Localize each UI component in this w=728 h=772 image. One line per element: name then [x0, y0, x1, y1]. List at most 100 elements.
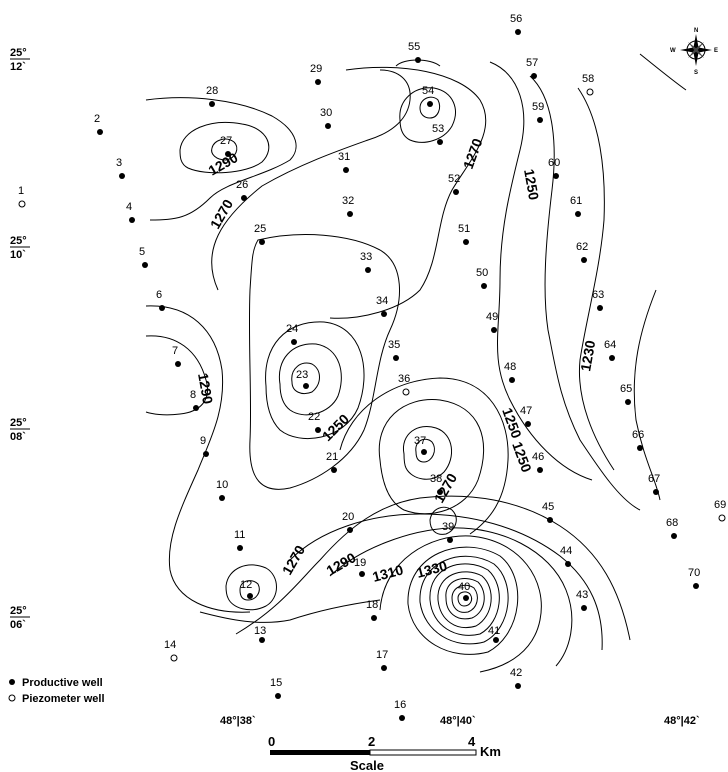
lat-label-08: 25° 08`	[10, 417, 30, 443]
productive-well-marker	[303, 383, 309, 389]
productive-well-marker	[537, 117, 543, 123]
productive-well-marker	[437, 489, 443, 495]
well-label: 23	[296, 369, 308, 381]
well-57: 57	[526, 57, 538, 79]
contour-1280-west	[145, 305, 251, 613]
productive-well-marker	[347, 211, 353, 217]
productive-well-marker	[453, 189, 459, 195]
productive-well-marker	[609, 355, 615, 361]
well-label: 61	[570, 195, 582, 207]
well-label: 67	[648, 473, 660, 485]
productive-well-marker	[237, 545, 243, 551]
productive-well-marker	[365, 267, 371, 273]
productive-well-marker	[209, 101, 215, 107]
productive-well-marker	[531, 73, 537, 79]
well-label: 31	[338, 151, 350, 163]
contour-27-inner	[211, 138, 238, 161]
lat-deg: 25°	[10, 417, 27, 429]
well-label: 35	[388, 339, 400, 351]
well-label: 13	[254, 625, 266, 637]
well-45: 45	[542, 501, 554, 523]
scale-tick-2: 2	[368, 734, 375, 749]
contour-12-outer	[225, 564, 277, 611]
well-label: 21	[326, 451, 338, 463]
productive-well-marker	[399, 715, 405, 721]
piezometer-well-marker	[402, 388, 410, 396]
well-label: 55	[408, 41, 420, 53]
well-label: 62	[576, 241, 588, 253]
contour-1250-central	[248, 234, 400, 490]
productive-well-marker	[219, 495, 225, 501]
well-41: 41	[488, 625, 500, 643]
productive-well-marker	[393, 355, 399, 361]
scale-tick-4: 4	[468, 734, 476, 749]
well-label: 20	[342, 511, 354, 523]
well-label: 44	[560, 545, 572, 557]
productive-well-marker	[371, 615, 377, 621]
piezometer-well-marker	[18, 200, 26, 208]
contour-37-outer	[378, 399, 485, 515]
productive-well-marker	[481, 283, 487, 289]
productive-well-marker	[491, 327, 497, 333]
well-label: 57	[526, 57, 538, 69]
productive-well-marker	[247, 593, 253, 599]
well-29: 29	[310, 63, 322, 85]
well-label: 12	[240, 579, 252, 591]
piezometer-well-marker	[586, 88, 594, 96]
contour-label-1230: 1230	[577, 339, 598, 373]
productive-well-marker	[175, 361, 181, 367]
well-label: 48	[504, 361, 516, 373]
well-22: 22	[308, 411, 321, 433]
well-label: 47	[520, 405, 532, 417]
productive-well-marker	[315, 427, 321, 433]
well-21: 21	[326, 451, 338, 473]
scale-tick-0: 0	[268, 734, 275, 749]
well-label: 52	[448, 173, 460, 185]
well-18: 18	[366, 599, 378, 621]
contour-27-outer	[179, 121, 270, 174]
legend-piezometer: Piezometer well	[22, 693, 105, 705]
well-43: 43	[576, 589, 588, 611]
contour-40-3	[445, 578, 485, 620]
productive-well-marker	[193, 405, 199, 411]
well-42: 42	[510, 667, 522, 689]
well-label: 42	[510, 667, 522, 679]
contour-37-inner	[415, 438, 435, 463]
well-50: 50	[476, 267, 488, 289]
contour-1310	[329, 527, 573, 667]
well-label: 54	[422, 85, 434, 97]
productive-well-marker	[493, 637, 499, 643]
contour-1270-east	[329, 66, 487, 319]
well-label: 16	[394, 699, 406, 711]
well-69: 69	[714, 499, 726, 522]
productive-well-marker	[241, 195, 247, 201]
well-56: 56	[510, 13, 522, 35]
productive-well-marker	[331, 467, 337, 473]
productive-well-marker	[597, 305, 603, 311]
well-label: 2	[94, 113, 100, 125]
productive-well-marker	[97, 129, 103, 135]
contour-54-outer	[399, 87, 456, 143]
productive-well-marker	[421, 449, 427, 455]
productive-well-marker	[159, 305, 165, 311]
productive-well-marker	[315, 79, 321, 85]
lat-min: 08`	[10, 431, 26, 443]
scale-title: Scale	[350, 758, 384, 772]
lon-label-38: 48°|38`	[220, 715, 256, 727]
well-label: 1	[18, 185, 24, 197]
well-label: 66	[632, 429, 644, 441]
well-label: 40	[458, 581, 470, 593]
well-10: 10	[216, 479, 228, 501]
contour-1270-south	[235, 495, 631, 641]
lat-label-06: 25° 06`	[10, 605, 30, 631]
contour-23-inner	[291, 362, 320, 395]
well-label: 4	[126, 201, 132, 213]
contour-label-1250-ne: 1250	[521, 168, 542, 202]
productive-well-marker	[565, 561, 571, 567]
well-61: 61	[570, 195, 582, 217]
productive-well-marker	[347, 527, 353, 533]
well-label: 30	[320, 107, 332, 119]
lat-label-12: 25° 12`	[10, 47, 30, 73]
contour-23-mid	[278, 343, 342, 416]
well-label: 68	[666, 517, 678, 529]
